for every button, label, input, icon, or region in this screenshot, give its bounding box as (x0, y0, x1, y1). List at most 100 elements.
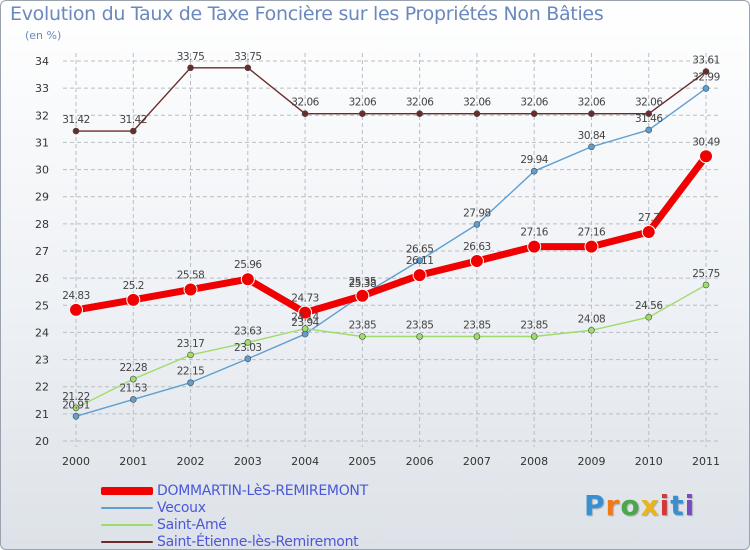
data-point (72, 404, 80, 412)
y-tick-label: 22 (35, 381, 49, 394)
data-label: 20.91 (62, 399, 90, 411)
y-tick-label: 34 (35, 55, 49, 68)
data-label: 23.85 (349, 320, 377, 332)
data-label: 29.94 (520, 154, 548, 166)
data-point (645, 313, 653, 321)
data-point (473, 110, 481, 117)
data-label: 30.49 (692, 136, 720, 148)
series-layer (69, 64, 713, 420)
data-point (702, 68, 710, 75)
data-label: 23.17 (177, 338, 205, 350)
data-point (187, 379, 194, 386)
x-tick-label: 2010 (635, 455, 663, 468)
data-label: 31.46 (635, 113, 663, 125)
data-point (588, 143, 595, 151)
y-tick-label: 33 (35, 82, 49, 95)
data-label: 26.11 (406, 255, 434, 267)
data-label: 23.03 (234, 342, 262, 354)
x-tick-label: 2002 (177, 455, 205, 468)
data-label: 23.63 (234, 325, 262, 337)
series-line (75, 284, 707, 409)
data-point (72, 412, 80, 420)
data-label: 27.98 (463, 207, 491, 219)
data-point (244, 64, 252, 72)
data-point (72, 127, 80, 135)
data-label: 33.75 (234, 51, 262, 63)
data-point (301, 110, 309, 117)
y-tick-label: 29 (35, 191, 49, 204)
x-tick-label: 2006 (406, 455, 434, 468)
y-tick-label: 32 (35, 109, 49, 122)
data-label: 23.85 (520, 320, 548, 332)
data-point (129, 375, 137, 383)
data-point (301, 325, 309, 332)
data-label: 24.14 (291, 312, 319, 324)
data-label: 27.16 (520, 227, 548, 239)
data-label: 25.2 (123, 280, 144, 292)
data-point (699, 149, 713, 164)
data-label: 32.06 (520, 97, 548, 109)
data-label: 25.75 (692, 268, 720, 280)
data-label: 32.06 (578, 97, 606, 109)
data-label: 32.06 (463, 97, 491, 109)
data-label: 24.83 (62, 290, 90, 302)
data-point (527, 239, 542, 254)
data-point (187, 64, 194, 72)
data-point (359, 333, 366, 340)
data-point (126, 292, 141, 307)
y-tick-label: 31 (35, 136, 49, 149)
proxiti-logo: Proxiti (584, 489, 696, 522)
x-tick-label: 2005 (348, 455, 376, 468)
x-tick-label: 2011 (692, 455, 720, 468)
data-label: 26.63 (463, 241, 491, 253)
data-point (298, 305, 313, 320)
series-line (75, 87, 707, 417)
data-label: 32.06 (635, 97, 663, 109)
y-tick-label: 23 (35, 354, 49, 367)
data-point (588, 326, 595, 334)
y-tick-label: 26 (35, 272, 49, 285)
data-point (355, 288, 370, 303)
data-label: 21.22 (62, 391, 90, 403)
legend-swatch (101, 507, 153, 509)
data-label: 21.53 (119, 382, 147, 394)
data-point (359, 110, 366, 117)
data-label: 24.73 (291, 293, 319, 305)
data-point (416, 257, 423, 264)
y-tick-label: 25 (35, 299, 49, 312)
data-point (416, 333, 423, 340)
data-label: 31.42 (119, 114, 147, 126)
data-label: 33.61 (692, 55, 720, 67)
data-label: 24.56 (635, 300, 663, 312)
data-point (530, 167, 538, 175)
data-point (412, 268, 427, 283)
legend-label: Saint-Étienne-lès-Remiremont (157, 534, 359, 550)
data-point (645, 110, 653, 117)
data-label: 23.85 (463, 320, 491, 332)
y-tick-label: 21 (35, 408, 49, 421)
data-point (244, 339, 252, 346)
chart-title: Evolution du Taux de Taxe Foncière sur l… (10, 3, 604, 25)
data-label: 25.96 (234, 259, 262, 271)
data-label: 23.94 (291, 317, 319, 329)
x-tick-label: 2008 (520, 455, 548, 468)
data-point (244, 355, 252, 363)
x-tick-label: 2007 (463, 455, 491, 468)
data-label: 32.06 (291, 97, 319, 109)
data-label: 32.06 (349, 97, 377, 109)
y-tick-label: 24 (35, 326, 49, 339)
series-line (72, 152, 710, 317)
x-tick-label: 2004 (291, 455, 319, 468)
data-label: 31.42 (62, 114, 90, 126)
y-axis-unit-label: (en %) (25, 29, 62, 42)
data-point (702, 281, 710, 289)
data-label: 25.58 (177, 270, 205, 282)
data-point (469, 254, 484, 269)
data-label: 33.75 (177, 51, 205, 63)
legend-swatch (101, 541, 153, 543)
grid-layer (63, 53, 721, 447)
legend-label: Saint-Amé (157, 517, 227, 533)
data-point (584, 239, 599, 254)
x-tick-label: 2003 (234, 455, 262, 468)
